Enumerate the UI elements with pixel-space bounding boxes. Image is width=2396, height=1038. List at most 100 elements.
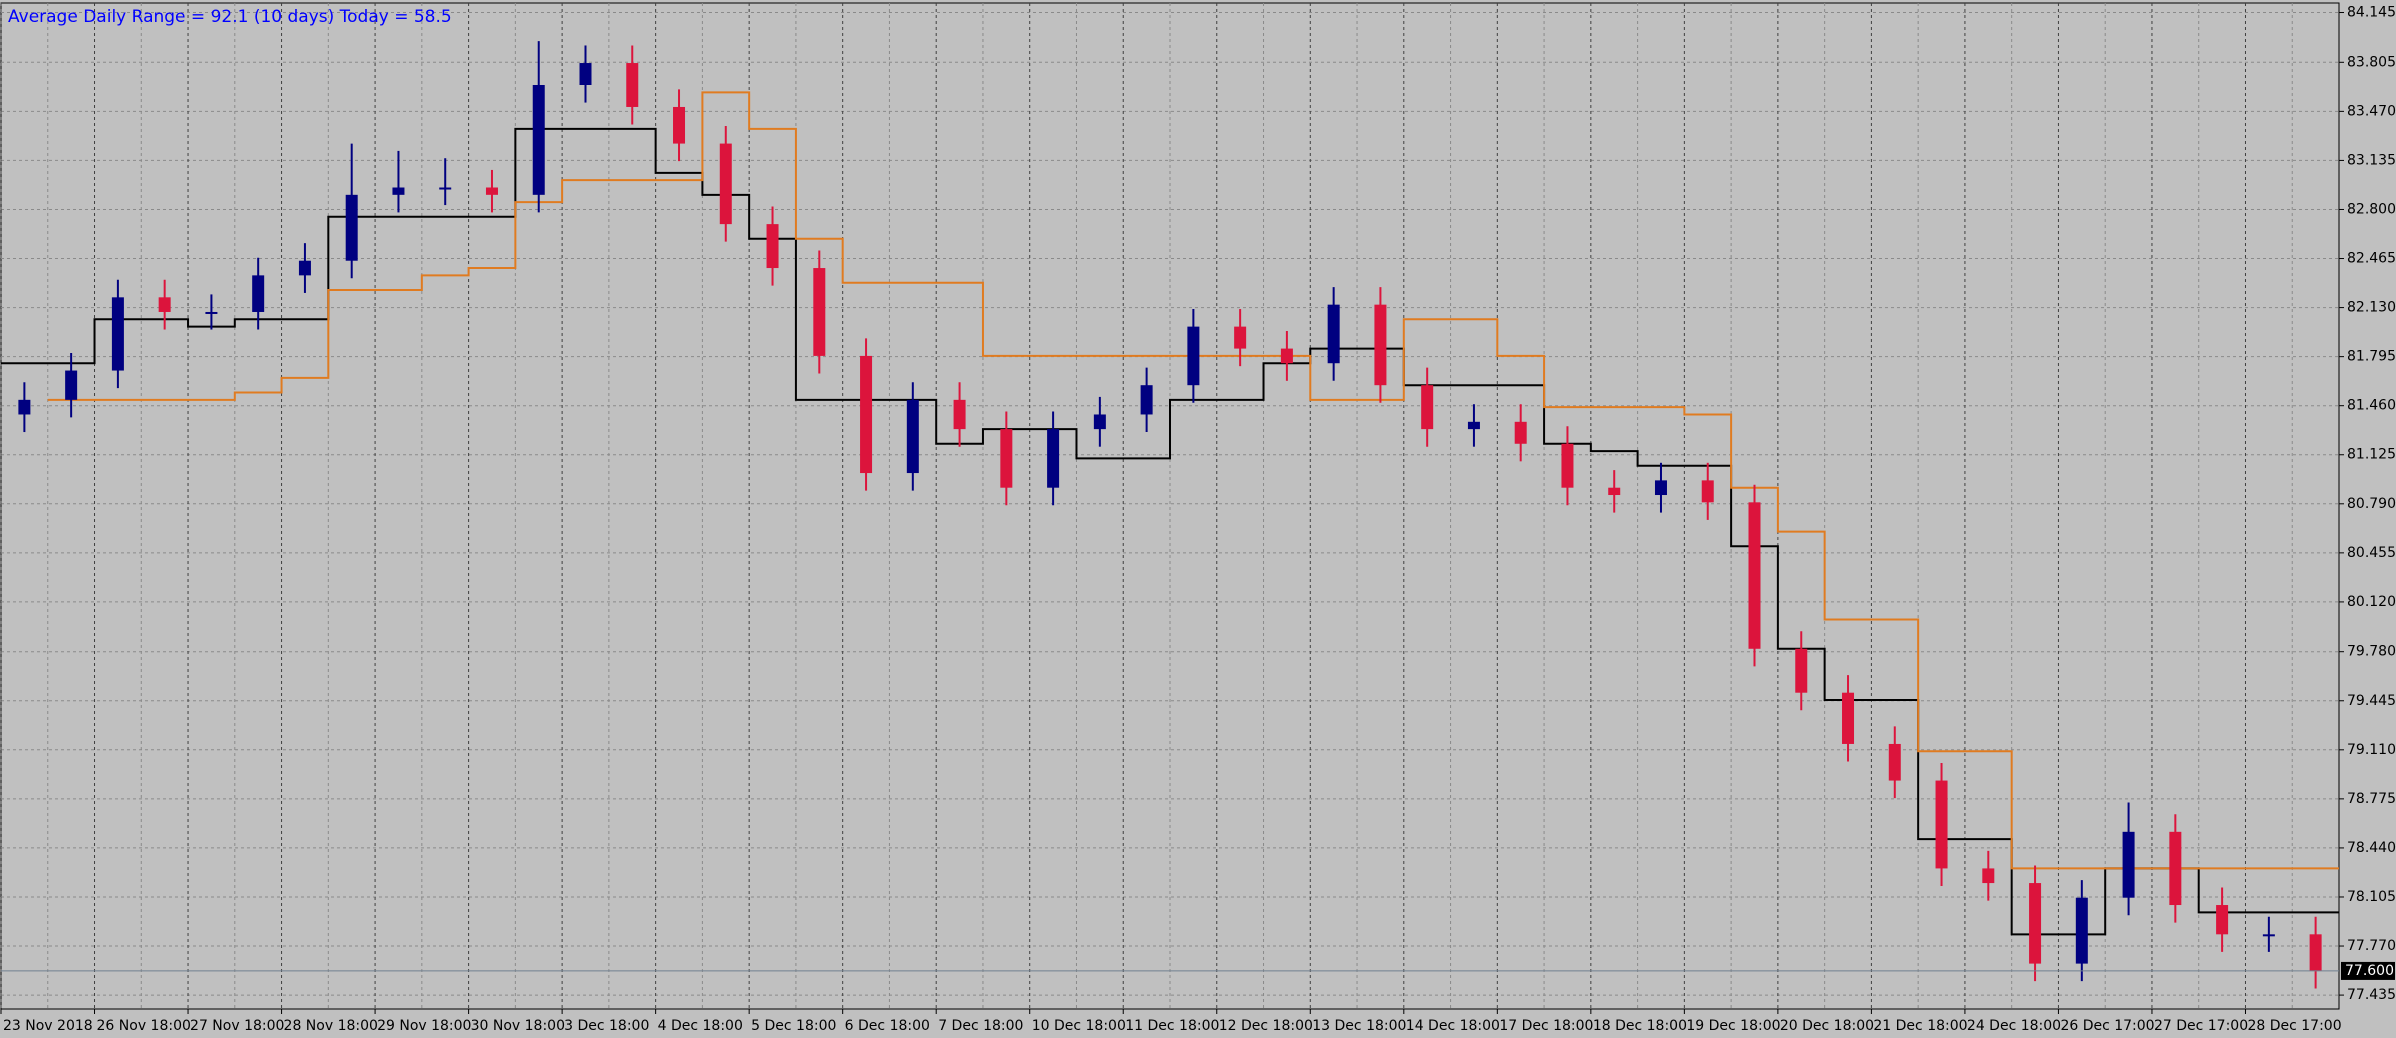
y-tick-label: 77.435 (2347, 987, 2396, 1003)
x-tick-label: 26 Dec 17:00 (2060, 1018, 2154, 1034)
candle-body (579, 63, 592, 86)
candle-body (1654, 480, 1667, 496)
y-tick-label: 80.790 (2347, 496, 2396, 512)
candle-body (1374, 304, 1387, 386)
candle-body (906, 399, 919, 474)
y-tick-label: 83.135 (2347, 152, 2396, 168)
candle-body (2216, 905, 2229, 935)
x-tick-label: 14 Dec 18:00 (1406, 1018, 1500, 1034)
x-tick-label: 6 Dec 18:00 (845, 1018, 930, 1034)
y-tick-label: 79.780 (2347, 644, 2396, 660)
x-tick-label: 4 Dec 18:00 (658, 1018, 743, 1034)
candle-body (860, 355, 873, 474)
candle-body (1467, 421, 1480, 430)
candle-body (1561, 443, 1574, 488)
y-tick-label: 80.120 (2347, 594, 2396, 610)
chart-title: Average Daily Range = 92.1 (10 days) Tod… (8, 7, 452, 27)
candle-body (1982, 868, 1995, 884)
candle-body (1888, 743, 1901, 781)
x-tick-label: 21 Dec 18:00 (1873, 1018, 1967, 1034)
y-tick-label: 81.460 (2347, 398, 2396, 414)
x-tick-label: 27 Nov 18:00 (190, 1018, 284, 1034)
last-price-label: 77.600 (2345, 963, 2394, 979)
candle-body (392, 187, 405, 195)
x-tick-label: 30 Nov 18:00 (471, 1018, 565, 1034)
candle-body (2169, 831, 2182, 906)
candle-body (298, 260, 311, 276)
y-tick-label: 82.465 (2347, 251, 2396, 267)
last-price-box (2341, 961, 2395, 980)
candle-body (719, 143, 732, 225)
y-tick-label: 78.105 (2347, 889, 2396, 905)
candle-body (953, 399, 966, 430)
candle-body (2262, 934, 2275, 937)
candle-body (205, 311, 218, 314)
x-tick-label: 3 Dec 18:00 (564, 1018, 649, 1034)
y-tick-label: 78.775 (2347, 791, 2396, 807)
candle-body (813, 268, 826, 356)
candle-body (18, 399, 31, 415)
candle-body (532, 85, 545, 195)
candle-body (2075, 897, 2088, 964)
candle-body (158, 297, 171, 312)
indicator-line (47, 91, 2339, 870)
candle-body (1047, 429, 1060, 488)
x-tick-label: 7 Dec 18:00 (938, 1018, 1023, 1034)
x-tick-label: 17 Dec 18:00 (1499, 1018, 1593, 1034)
candle-body (1514, 421, 1527, 444)
y-tick-label: 83.470 (2347, 103, 2396, 119)
x-tick-label: 11 Dec 18:00 (1125, 1018, 1219, 1034)
y-tick-label: 83.805 (2347, 54, 2396, 70)
candle-body (345, 194, 358, 261)
candle-body (439, 187, 452, 190)
candle-body (65, 370, 78, 400)
x-tick-label: 28 Dec 17:00 (2247, 1018, 2341, 1034)
candle-body (1093, 414, 1106, 430)
x-tick-label: 5 Dec 18:00 (751, 1018, 836, 1034)
y-tick-label: 82.800 (2347, 201, 2396, 217)
grid (0, 3, 2344, 1014)
y-tick-label: 77.770 (2347, 938, 2396, 954)
x-tick-label: 20 Dec 18:00 (1780, 1018, 1874, 1034)
candle-body (1000, 429, 1013, 488)
y-tick-label: 79.445 (2347, 693, 2396, 709)
marks (1, 41, 2339, 989)
candle-body (1234, 326, 1247, 349)
x-tick-label: 26 Nov 18:00 (97, 1018, 191, 1034)
candle-body (1842, 692, 1855, 744)
candle-body (1187, 326, 1200, 386)
candle-body (1327, 304, 1340, 364)
x-tick-label: 28 Nov 18:00 (284, 1018, 378, 1034)
candle-body (485, 187, 498, 195)
candle-body (626, 63, 639, 107)
x-tick-label: 18 Dec 18:00 (1593, 1018, 1687, 1034)
x-tick-label: 29 Nov 18:00 (377, 1018, 471, 1034)
y-tick-label: 79.110 (2347, 742, 2396, 758)
candle-body (1140, 385, 1153, 415)
candle-body (1795, 648, 1808, 693)
x-tick-label: 13 Dec 18:00 (1312, 1018, 1406, 1034)
candle-body (673, 106, 686, 144)
y-tick-label: 81.125 (2347, 447, 2396, 463)
x-tick-label: 10 Dec 18:00 (1032, 1018, 1126, 1034)
plot-frame (0, 2, 2340, 1010)
candle-body (1701, 480, 1714, 503)
candle-body (111, 297, 124, 371)
x-tick-label: 27 Dec 17:00 (2154, 1018, 2248, 1034)
y-tick-label: 82.130 (2347, 300, 2396, 316)
y-tick-label: 81.795 (2347, 349, 2396, 365)
x-tick-label: 12 Dec 18:00 (1219, 1018, 1313, 1034)
candle-body (1608, 487, 1621, 496)
candle-body (1748, 502, 1761, 649)
y-tick-label: 78.440 (2347, 840, 2396, 856)
candle-body (766, 224, 779, 269)
y-tick-label: 80.455 (2347, 545, 2396, 561)
candle-body (1280, 348, 1293, 364)
y-tick-label: 84.145 (2347, 5, 2396, 21)
candle-body (1935, 780, 1948, 869)
candle-body (1421, 385, 1434, 430)
x-tick-label: 24 Dec 18:00 (1967, 1018, 2061, 1034)
x-tick-label: 19 Dec 18:00 (1686, 1018, 1780, 1034)
